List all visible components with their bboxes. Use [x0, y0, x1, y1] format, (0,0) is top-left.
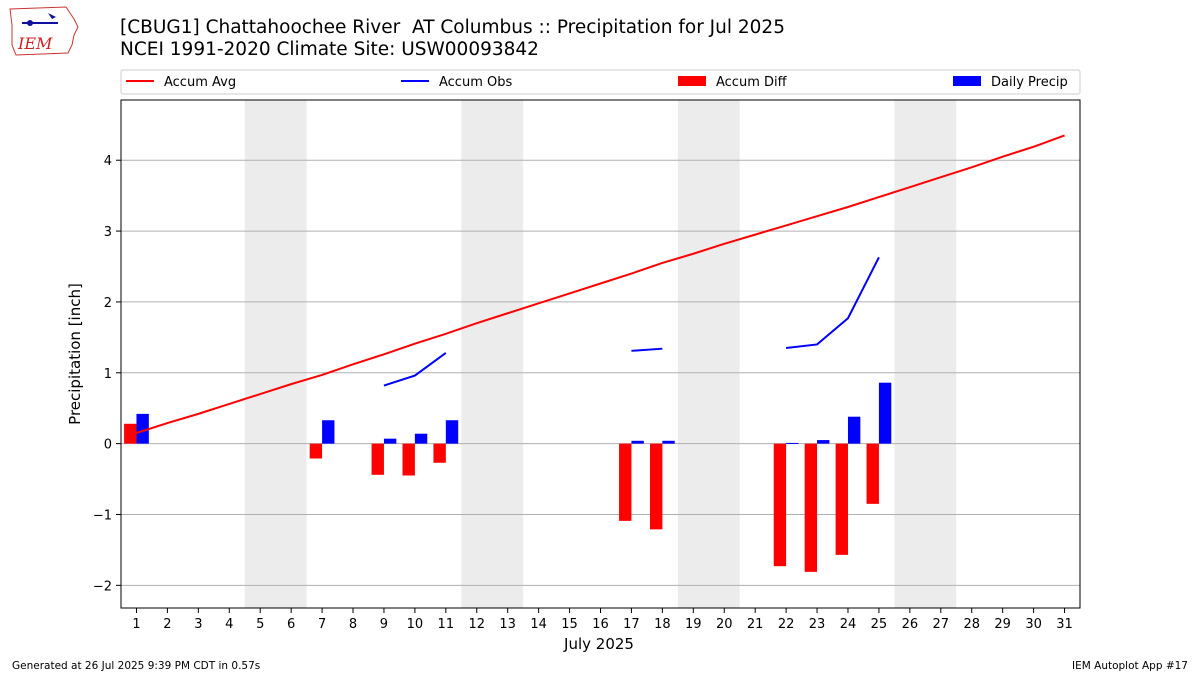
x-tick-label-16: 17	[623, 617, 640, 632]
logo-weather-dot	[27, 20, 33, 26]
daily-precip-bar-9	[383, 438, 397, 444]
accum-diff-bar-7	[309, 443, 323, 459]
y-tick-label-5: 3	[104, 225, 112, 240]
accum-avg-line	[136, 134, 1065, 434]
x-tick-label-8: 9	[380, 617, 388, 632]
daily-precip-bar-17	[631, 440, 644, 444]
x-tick-label-13: 14	[530, 617, 547, 632]
x-tick-label-27: 28	[963, 617, 980, 632]
y-tick-label-3: 1	[104, 367, 112, 382]
legend-accum-diff-swatch	[678, 76, 706, 86]
iowa-outline-shape	[9, 6, 79, 56]
horizontal-gridlines	[121, 159, 1080, 586]
generated-timestamp: Generated at 26 Jul 2025 9:39 PM CDT in …	[12, 660, 261, 672]
accum-diff-bar-23	[804, 443, 818, 572]
accum-diff-bar-9	[371, 443, 384, 475]
x-tick-label-5: 6	[287, 617, 295, 632]
x-tick-label-14: 15	[561, 617, 578, 632]
x-tick-label-6: 7	[318, 617, 326, 632]
x-tick-label-20: 21	[747, 617, 764, 632]
x-tick-label-10: 11	[438, 617, 455, 632]
y-axis: −2 −1 0 1 2 3 4	[93, 154, 121, 594]
legend-daily-precip-label: Daily Precip	[991, 75, 1068, 90]
weekend-shade-1	[461, 100, 524, 608]
x-tick-label-1: 2	[163, 617, 171, 632]
daily-precip-bar-7	[322, 420, 335, 444]
x-tick-label-30: 31	[1056, 617, 1073, 632]
accum-diff-bar-24	[835, 443, 848, 555]
daily-precip-bar-11	[445, 420, 459, 444]
lines	[136, 134, 1065, 434]
x-tick-label-25: 26	[902, 617, 919, 632]
daily-precip-bar-25	[878, 382, 892, 444]
x-tick-label-24: 25	[871, 617, 888, 632]
x-tick-label-11: 12	[468, 617, 485, 632]
y-tick-label-4: 2	[104, 296, 112, 311]
daily-precip-bar-24	[847, 416, 861, 444]
x-tick-label-0: 1	[132, 617, 140, 632]
daily-precip-bar-23	[817, 440, 830, 444]
chart-subtitle: NCEI 1991-2020 Climate Site: USW00093842	[120, 39, 539, 60]
x-tick-label-22: 23	[809, 617, 826, 632]
legend-daily-precip-swatch	[953, 76, 981, 86]
daily-precip-bar-10	[414, 433, 428, 444]
weekend-shade-2	[677, 100, 740, 608]
x-tick-label-21: 22	[778, 617, 795, 632]
iem-logo: IEM	[9, 6, 79, 56]
app-label: IEM Autoplot App #17	[1072, 660, 1188, 672]
daily-precip-bar-1	[136, 413, 149, 444]
weekend-shading	[244, 100, 957, 608]
accum-diff-bar-22	[773, 443, 787, 567]
y-tick-label-0: −2	[93, 579, 112, 594]
bars	[124, 382, 892, 572]
x-tick-label-7: 8	[349, 617, 357, 632]
accum-obs-line-0	[383, 352, 447, 387]
x-tick-label-4: 5	[256, 617, 264, 632]
accum-diff-bar-11	[433, 443, 446, 463]
x-tick-label-28: 29	[994, 617, 1011, 632]
x-tick-label-29: 30	[1025, 617, 1042, 632]
legend-accum-avg-label: Accum Avg	[164, 75, 236, 90]
accum-obs-line-1	[631, 347, 663, 352]
legend-box	[120, 69, 1081, 95]
x-axis: 1 2 3 4 5 6 7 8 9 10 11 12 13 14 15 16 17 18 19 20 21 22 23 24 2…	[132, 608, 1073, 632]
logo-text: IEM	[17, 34, 53, 53]
x-tick-label-9: 10	[407, 617, 424, 632]
accum-diff-bar-25	[866, 443, 879, 504]
x-tick-label-12: 13	[499, 617, 516, 632]
weekend-shade-3	[894, 100, 957, 608]
daily-precip-bar-18	[662, 440, 675, 444]
x-tick-label-17: 18	[654, 617, 671, 632]
x-tick-label-23: 24	[840, 617, 857, 632]
logo-arrow-shape	[48, 13, 56, 19]
accum-diff-bar-18	[649, 443, 663, 530]
x-axis-label: July 2025	[563, 635, 634, 653]
accum-diff-bar-1	[124, 423, 137, 444]
y-tick-label-6: 4	[104, 154, 112, 169]
y-axis-label: Precipitation [inch]	[66, 283, 84, 425]
x-tick-label-2: 3	[194, 617, 202, 632]
accum-diff-bar-17	[619, 443, 632, 521]
accum-diff-bar-10	[402, 443, 415, 476]
y-tick-label-2: 0	[104, 438, 112, 453]
x-tick-label-26: 27	[933, 617, 950, 632]
x-tick-label-19: 20	[716, 617, 733, 632]
x-tick-label-18: 19	[685, 617, 702, 632]
legend-accum-diff-label: Accum Diff	[716, 75, 788, 90]
y-tick-label-1: −1	[93, 508, 112, 523]
chart-title: [CBUG1] Chattahoochee River AT Columbus …	[120, 17, 785, 38]
legend-accum-obs-label: Accum Obs	[439, 75, 512, 90]
accum-obs-line-2	[785, 256, 880, 349]
legend: Accum Avg Accum Obs Accum Diff Daily Precip	[120, 69, 1081, 95]
x-tick-label-3: 4	[225, 617, 233, 632]
x-tick-label-15: 16	[592, 617, 609, 632]
weekend-shade-0	[244, 100, 307, 608]
daily-precip-bar-22	[786, 442, 799, 444]
